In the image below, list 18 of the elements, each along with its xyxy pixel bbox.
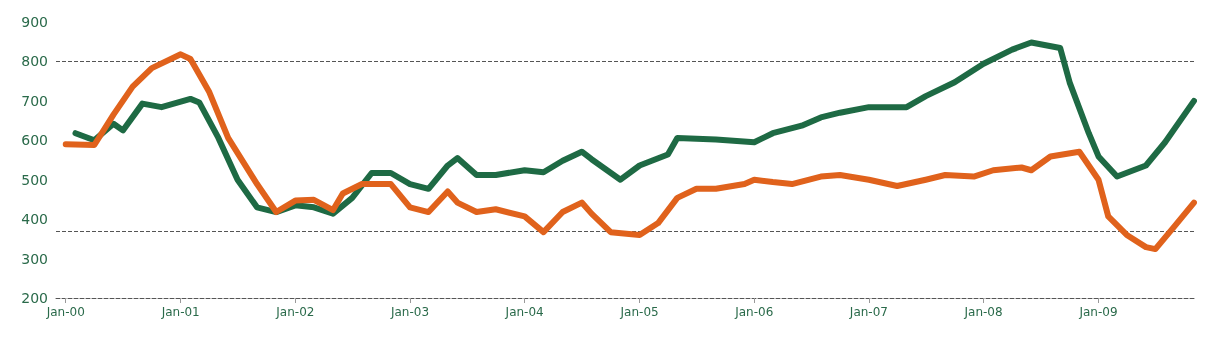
y-tick-label: 600 — [21, 132, 48, 149]
y-tick-label: 300 — [21, 250, 48, 267]
y-tick-label: 800 — [21, 53, 48, 70]
y-tick-label: 500 — [21, 171, 48, 188]
x-tick-label: Jan-07 — [848, 305, 888, 319]
x-tick-label: Jan-01 — [160, 305, 200, 319]
y-tick-label: 200 — [21, 290, 48, 306]
y-tick-label: 400 — [21, 211, 48, 228]
y-tick-label: 900 — [21, 14, 48, 30]
x-tick-label: Jan-02 — [275, 305, 315, 319]
x-tick-label: Jan-08 — [963, 305, 1003, 319]
y-tick-label: 700 — [21, 92, 48, 109]
x-tick-label: Jan-00 — [45, 305, 85, 319]
x-tick-label: Jan-04 — [504, 305, 544, 319]
x-tick-label: Jan-09 — [1078, 305, 1118, 319]
x-tick-label: Jan-03 — [389, 305, 430, 319]
x-tick-label: Jan-06 — [734, 305, 774, 319]
x-tick-label: Jan-05 — [619, 305, 659, 319]
